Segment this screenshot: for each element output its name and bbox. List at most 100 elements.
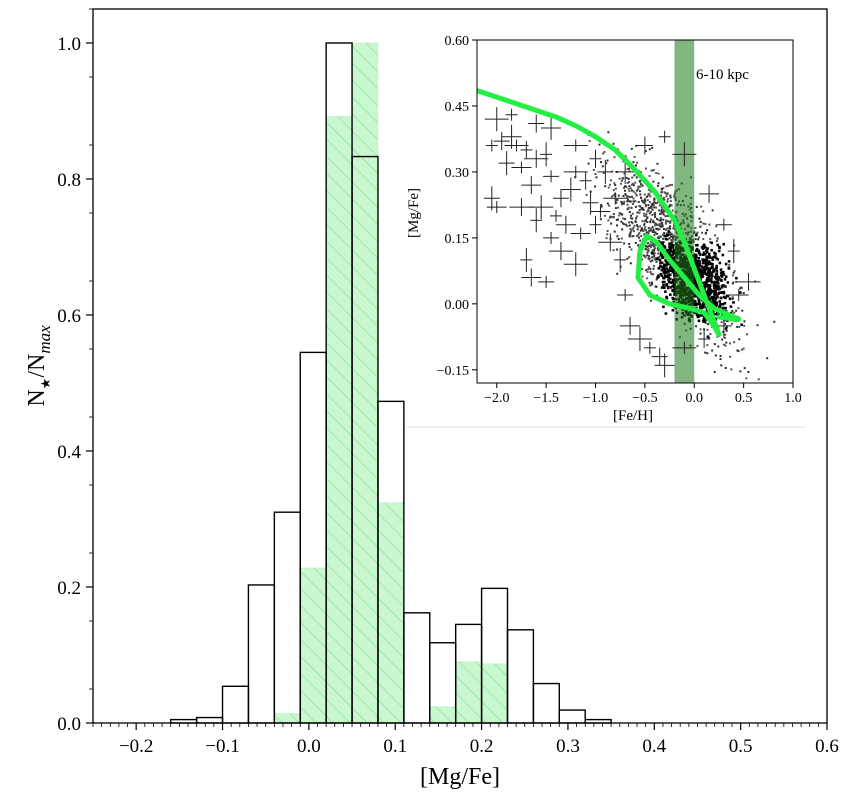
cloud-point	[728, 342, 731, 345]
cloud-point	[719, 296, 723, 300]
cloud-point	[737, 350, 740, 353]
error-point	[493, 132, 510, 151]
cloud-point	[629, 262, 632, 265]
cloud-core-point	[722, 284, 725, 287]
error-point	[484, 107, 509, 132]
cloud-point	[652, 249, 655, 252]
cloud-point	[628, 167, 631, 170]
cloud-point	[705, 251, 709, 254]
cloud-point	[711, 349, 714, 352]
cloud-core-point	[713, 300, 717, 304]
cloud-point	[647, 248, 650, 251]
cloud-core-point	[709, 288, 712, 292]
cloud-core-point	[699, 273, 702, 276]
cloud-point	[657, 172, 660, 175]
cloud-point	[670, 204, 673, 207]
cloud-point	[667, 268, 670, 272]
cloud-point	[724, 322, 727, 325]
cloud-point	[715, 294, 719, 297]
cloud-point	[635, 194, 638, 197]
cloud-point	[647, 245, 650, 248]
cloud-point	[669, 194, 672, 197]
cloud-point	[669, 231, 672, 234]
inset-y-tick-label: 0.45	[445, 100, 470, 115]
cloud-core-point	[710, 295, 713, 299]
cloud-point	[615, 248, 618, 251]
inset-x-tick-label: −0.5	[632, 391, 657, 406]
cloud-point	[626, 257, 629, 260]
cloud-point	[643, 193, 646, 196]
cloud-point	[662, 228, 665, 231]
cloud-point	[651, 244, 654, 247]
x-tick-label: −0.2	[119, 736, 153, 757]
cloud-point	[673, 252, 676, 255]
cloud-point	[735, 280, 738, 283]
cloud-point	[673, 281, 676, 285]
error-point	[521, 268, 542, 287]
cloud-point	[659, 223, 662, 226]
cloud-core-point	[700, 270, 704, 273]
cloud-point	[647, 209, 650, 212]
cloud-point	[601, 165, 604, 168]
cloud-point	[658, 204, 661, 207]
cloud-point	[643, 198, 646, 201]
cloud-point	[660, 188, 663, 191]
error-point	[603, 192, 628, 205]
cloud-core-point	[666, 271, 669, 274]
cloud-point	[630, 220, 633, 223]
cloud-point	[702, 243, 706, 247]
cloud-point	[635, 189, 638, 192]
cloud-point	[630, 206, 633, 209]
cloud-point	[637, 201, 640, 204]
cloud-point	[716, 237, 719, 240]
cloud-point	[698, 217, 701, 220]
cloud-core-point	[732, 301, 735, 304]
cloud-point	[715, 240, 718, 243]
cloud-point	[662, 234, 665, 237]
cloud-point	[658, 255, 661, 258]
cloud-core-point	[701, 306, 705, 309]
cloud-point	[732, 281, 735, 284]
error-point	[528, 114, 545, 133]
cloud-point	[608, 216, 611, 219]
cloud-point	[735, 309, 738, 312]
cloud-point	[651, 283, 654, 286]
cloud-core-point	[714, 291, 717, 294]
cloud-point	[666, 220, 669, 223]
cloud-point	[712, 268, 716, 272]
cloud-point	[608, 204, 611, 207]
model-track-line	[477, 88, 742, 338]
cloud-point	[595, 176, 598, 179]
cloud-point	[647, 204, 650, 207]
cloud-point	[642, 254, 645, 257]
cloud-point	[658, 224, 661, 227]
cloud-point	[663, 286, 666, 290]
cloud-point	[704, 263, 708, 267]
cloud-point	[665, 261, 669, 265]
y-tick-label: 1.0	[57, 34, 81, 55]
cloud-point	[641, 201, 644, 204]
cloud-core-point	[722, 295, 726, 299]
cloud-point	[630, 229, 633, 232]
cloud-point	[671, 209, 674, 212]
cloud-point	[693, 230, 696, 233]
cloud-point	[620, 237, 623, 240]
cloud-point	[667, 278, 670, 282]
cloud-point	[653, 245, 656, 248]
cloud-point	[634, 164, 637, 167]
cloud-point	[607, 186, 610, 189]
error-point	[483, 186, 500, 211]
cloud-point	[731, 296, 734, 299]
cloud-point	[623, 223, 626, 226]
cloud-point	[634, 205, 637, 208]
cloud-point	[666, 238, 669, 241]
error-point	[541, 115, 562, 140]
cloud-point	[644, 255, 647, 258]
cloud-point	[723, 278, 727, 281]
error-point	[654, 353, 675, 378]
cloud-core-point	[714, 286, 718, 289]
cloud-point	[665, 228, 668, 231]
cloud-core-point	[667, 273, 670, 277]
error-point	[579, 171, 592, 190]
cloud-core-point	[672, 300, 676, 304]
